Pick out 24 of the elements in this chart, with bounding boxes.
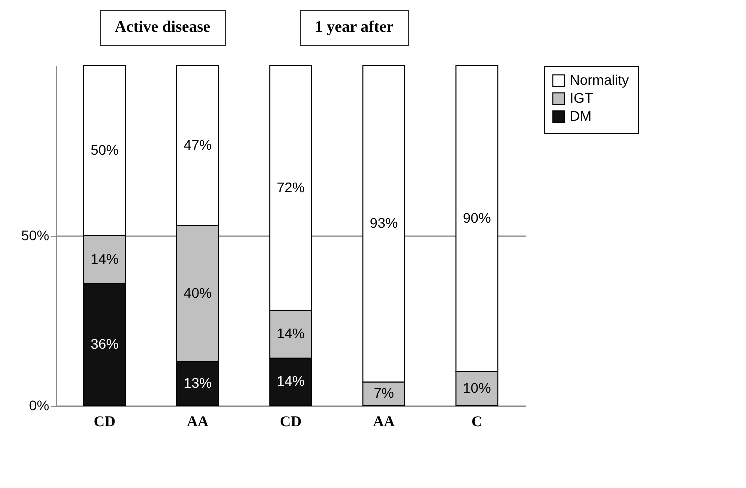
x-tick-label: AA <box>373 414 396 430</box>
legend-label: IGT <box>570 90 594 106</box>
text: Active disease <box>100 10 226 46</box>
x-tick-label: CD <box>280 414 302 430</box>
data-label: 14% <box>276 373 306 390</box>
y-tick-label: 0% <box>29 398 50 414</box>
data-label: 14% <box>276 326 306 342</box>
data-label: 7% <box>374 385 394 402</box>
x-tick-label: CD <box>94 414 116 430</box>
data-label: 50% <box>90 142 119 158</box>
data-label: 93% <box>370 215 398 232</box>
data-label: 47% <box>184 136 212 153</box>
data-label: 14% <box>90 250 119 267</box>
data-label: 90% <box>463 210 492 226</box>
text: 1 year after <box>300 10 409 46</box>
data-label: 72% <box>276 179 306 196</box>
legend-label: DM <box>570 108 592 124</box>
data-label: 40% <box>184 284 212 301</box>
x-tick-label: AA <box>187 414 209 430</box>
data-label: 13% <box>184 374 212 391</box>
x-tick-label: C <box>472 414 483 430</box>
data-label: 10% <box>463 380 492 396</box>
data-label: 36% <box>90 336 119 352</box>
legend-label: Normality <box>570 72 630 88</box>
